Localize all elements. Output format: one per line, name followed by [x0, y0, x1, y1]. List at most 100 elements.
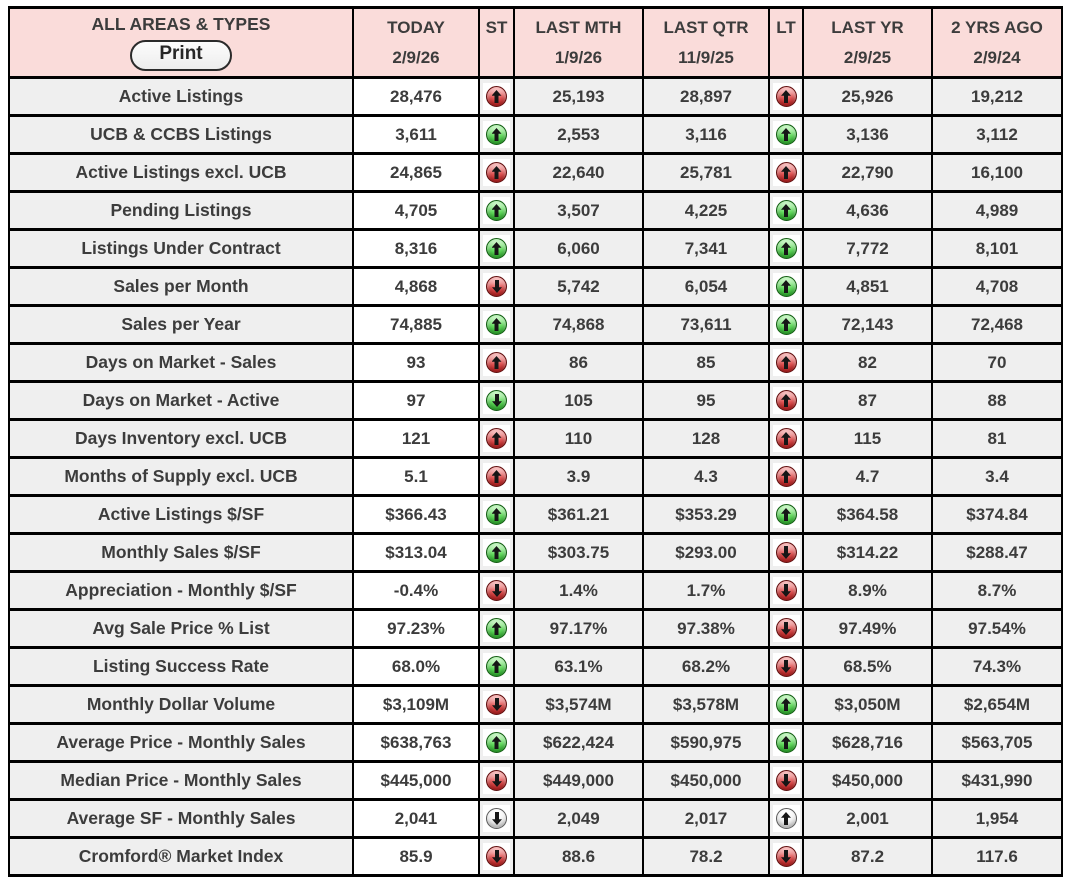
- today-value: 28,476: [352, 76, 480, 117]
- last-yr-value: 82: [802, 342, 933, 383]
- last-qtr-value: 25,781: [642, 152, 770, 193]
- today-value: 5.1: [352, 456, 480, 497]
- table-row: Cromford® Market Index 85.9 88.6 78.2 87…: [8, 836, 1063, 877]
- header-last-yr: LAST YR 2/9/25: [802, 6, 933, 79]
- table-row: Sales per Month 4,868 5,742 6,054 4,851 …: [8, 266, 1063, 307]
- lt-trend-icon: [775, 656, 797, 677]
- metric-label: Days on Market - Active: [8, 380, 354, 421]
- last-qtr-value: 4.3: [642, 456, 770, 497]
- last-yr-value: $3,050M: [802, 684, 933, 725]
- today-value: -0.4%: [352, 570, 480, 611]
- st-trend-icon: [486, 846, 507, 867]
- last-qtr-value: 4,225: [642, 190, 770, 231]
- two-yrs-ago-value: $431,990: [931, 760, 1063, 801]
- st-arrow-cell: [478, 760, 515, 801]
- st-arrow-cell: [478, 684, 515, 725]
- lt-arrow-cell: [768, 684, 804, 725]
- last-mth-value: 63.1%: [513, 646, 644, 687]
- header-lt: LT: [768, 6, 804, 79]
- table-row: Average SF - Monthly Sales 2,041 2,049 2…: [8, 798, 1063, 839]
- metric-label: Days on Market - Sales: [8, 342, 354, 383]
- st-arrow-cell: [478, 836, 515, 877]
- st-trend-icon: [486, 86, 507, 107]
- st-trend-icon: [486, 694, 507, 715]
- last-yr-value: $628,716: [802, 722, 933, 763]
- lt-arrow-cell: [768, 532, 804, 573]
- last-qtr-value: $3,578M: [642, 684, 770, 725]
- today-value: 85.9: [352, 836, 480, 877]
- st-arrow-cell: [478, 342, 515, 383]
- st-trend-icon: [486, 542, 507, 563]
- last-yr-value: 87.2: [802, 836, 933, 877]
- table-row: Active Listings excl. UCB 24,865 22,640 …: [8, 152, 1063, 193]
- lt-arrow-cell: [768, 380, 804, 421]
- last-mth-value: 88.6: [513, 836, 644, 877]
- last-mth-value: 5,742: [513, 266, 644, 307]
- last-qtr-value: 78.2: [642, 836, 770, 877]
- today-value: 3,611: [352, 114, 480, 155]
- header-2yrs-ago-date: 2/9/24: [973, 48, 1021, 67]
- lt-trend-icon: [775, 162, 797, 183]
- lt-trend-icon: [775, 428, 797, 449]
- st-trend-icon: [486, 314, 507, 335]
- lt-arrow-cell: [768, 494, 804, 535]
- st-arrow-cell: [478, 722, 515, 763]
- table-row: Listings Under Contract 8,316 6,060 7,34…: [8, 228, 1063, 269]
- lt-arrow-cell: [768, 76, 804, 117]
- st-arrow-cell: [478, 228, 515, 269]
- st-trend-icon: [486, 352, 507, 373]
- print-button[interactable]: Print: [130, 39, 232, 71]
- today-value: 97.23%: [352, 608, 480, 649]
- metric-label: Monthly Dollar Volume: [8, 684, 354, 725]
- last-yr-value: $364.58: [802, 494, 933, 535]
- lt-trend-icon: [775, 86, 797, 107]
- today-value: $3,109M: [352, 684, 480, 725]
- header-last-mth-date: 1/9/26: [554, 48, 603, 67]
- header-last-qtr: LAST QTR 11/9/25: [642, 6, 770, 79]
- last-yr-value: 3,136: [802, 114, 933, 155]
- header-lt-label: LT: [776, 18, 796, 37]
- last-yr-value: $314.22: [802, 532, 933, 573]
- last-yr-value: 4.7: [802, 456, 933, 497]
- table-row: Months of Supply excl. UCB 5.1 3.9 4.3 4…: [8, 456, 1063, 497]
- page-title: ALL AREAS & TYPES: [91, 14, 271, 35]
- st-trend-icon: [486, 808, 507, 829]
- table-row: Days on Market - Active 97 105 95 87 88: [8, 380, 1063, 421]
- metric-label: UCB & CCBS Listings: [8, 114, 354, 155]
- today-value: 97: [352, 380, 480, 421]
- metric-label: Sales per Month: [8, 266, 354, 307]
- lt-arrow-cell: [768, 456, 804, 497]
- today-value: 24,865: [352, 152, 480, 193]
- today-value: 68.0%: [352, 646, 480, 687]
- two-yrs-ago-value: 19,212: [931, 76, 1063, 117]
- table-row: Pending Listings 4,705 3,507 4,225 4,636…: [8, 190, 1063, 231]
- header-today-label: TODAY: [387, 18, 445, 37]
- last-yr-value: 7,772: [802, 228, 933, 269]
- st-arrow-cell: [478, 152, 515, 193]
- header-today-date: 2/9/26: [392, 48, 440, 67]
- lt-arrow-cell: [768, 342, 804, 383]
- st-arrow-cell: [478, 114, 515, 155]
- last-yr-value: $450,000: [802, 760, 933, 801]
- lt-arrow-cell: [768, 760, 804, 801]
- lt-arrow-cell: [768, 798, 804, 839]
- last-mth-value: 97.17%: [513, 608, 644, 649]
- last-mth-value: $361.21: [513, 494, 644, 535]
- two-yrs-ago-value: 72,468: [931, 304, 1063, 345]
- lt-trend-icon: [775, 238, 797, 259]
- last-yr-value: 4,851: [802, 266, 933, 307]
- two-yrs-ago-value: $374.84: [931, 494, 1063, 535]
- lt-trend-icon: [775, 276, 797, 297]
- metric-label: Active Listings excl. UCB: [8, 152, 354, 193]
- lt-trend-icon: [775, 694, 797, 715]
- last-mth-value: 74,868: [513, 304, 644, 345]
- lt-arrow-cell: [768, 152, 804, 193]
- st-trend-icon: [486, 124, 507, 145]
- last-qtr-value: 7,341: [642, 228, 770, 269]
- st-trend-icon: [486, 580, 507, 601]
- two-yrs-ago-value: 16,100: [931, 152, 1063, 193]
- two-yrs-ago-value: 3.4: [931, 456, 1063, 497]
- st-arrow-cell: [478, 646, 515, 687]
- header-last-qtr-label: LAST QTR: [663, 18, 749, 37]
